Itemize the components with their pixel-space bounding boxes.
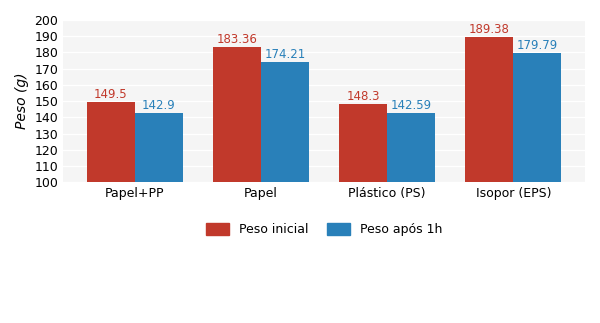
Text: 183.36: 183.36 — [217, 33, 257, 46]
Bar — [261, 62, 309, 182]
Text: 179.79: 179.79 — [517, 39, 558, 52]
Text: 148.3: 148.3 — [346, 90, 380, 103]
Text: 142.9: 142.9 — [142, 99, 176, 112]
Text: 174.21: 174.21 — [265, 48, 305, 61]
Bar — [339, 104, 387, 182]
Text: 142.59: 142.59 — [391, 99, 432, 112]
Text: 149.5: 149.5 — [94, 88, 128, 101]
Bar — [87, 102, 135, 182]
Bar — [387, 113, 435, 182]
Bar — [514, 53, 561, 182]
Bar — [213, 47, 261, 182]
Legend: Peso inicial, Peso após 1h: Peso inicial, Peso após 1h — [202, 218, 447, 241]
Text: 189.38: 189.38 — [469, 24, 510, 36]
Bar — [135, 113, 183, 182]
Y-axis label: Peso (g): Peso (g) — [15, 73, 29, 130]
Bar — [466, 37, 514, 182]
